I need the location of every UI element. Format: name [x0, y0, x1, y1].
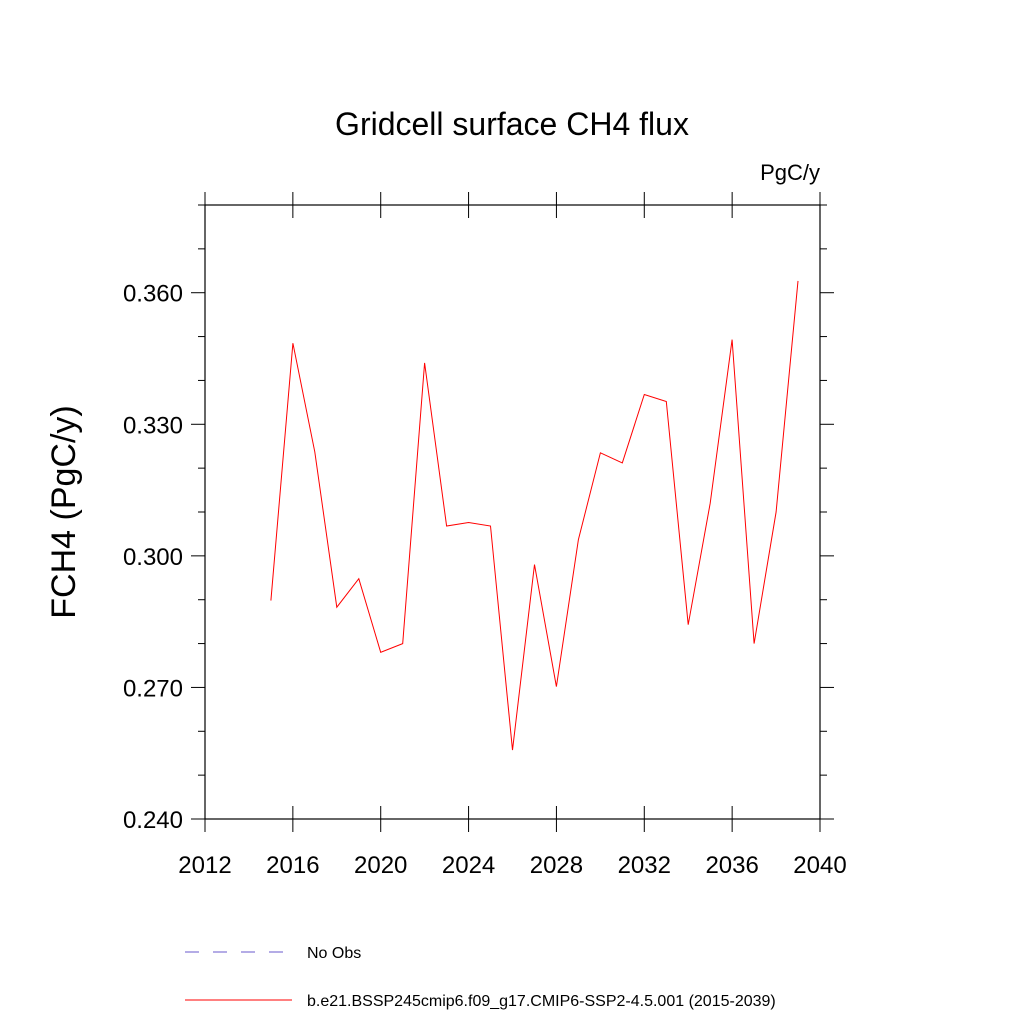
series-line [270, 280, 799, 751]
series-layer [270, 280, 799, 751]
x-tick-label: 2032 [618, 852, 671, 879]
units-label: PgC/y [760, 160, 820, 185]
y-tick-label: 0.270 [123, 675, 183, 702]
x-tick-label: 2012 [178, 852, 231, 879]
legend-label-no-obs: No Obs [307, 945, 361, 962]
x-tick-label: 2020 [354, 852, 407, 879]
chart-title: Gridcell surface CH4 flux [335, 106, 689, 142]
y-tick-label: 0.300 [123, 544, 183, 571]
x-tick-label: 2036 [705, 852, 758, 879]
x-tick-label: 2024 [442, 852, 495, 879]
x-tick-label: 2028 [530, 852, 583, 879]
x-tick-label: 2040 [793, 852, 846, 879]
y-tick-label: 0.240 [123, 807, 183, 834]
legend: No Obs b.e21.BSSP245cmip6.f09_g17.CMIP6-… [185, 945, 776, 1010]
y-axis-label: FCH4 (PgC/y) [45, 405, 83, 618]
x-axis: 2012 2016 2020 2024 2028 2032 2036 2040 [178, 192, 847, 879]
y-tick-label: 0.330 [123, 412, 183, 439]
x-tick-label: 2016 [266, 852, 319, 879]
plot-frame [204, 204, 821, 820]
y-tick-label: 0.360 [123, 281, 183, 308]
y-axis: 0.240 0.270 0.300 0.330 0.360 [123, 204, 834, 834]
legend-label-model: b.e21.BSSP245cmip6.f09_g17.CMIP6-SSP2-4.… [307, 993, 776, 1010]
